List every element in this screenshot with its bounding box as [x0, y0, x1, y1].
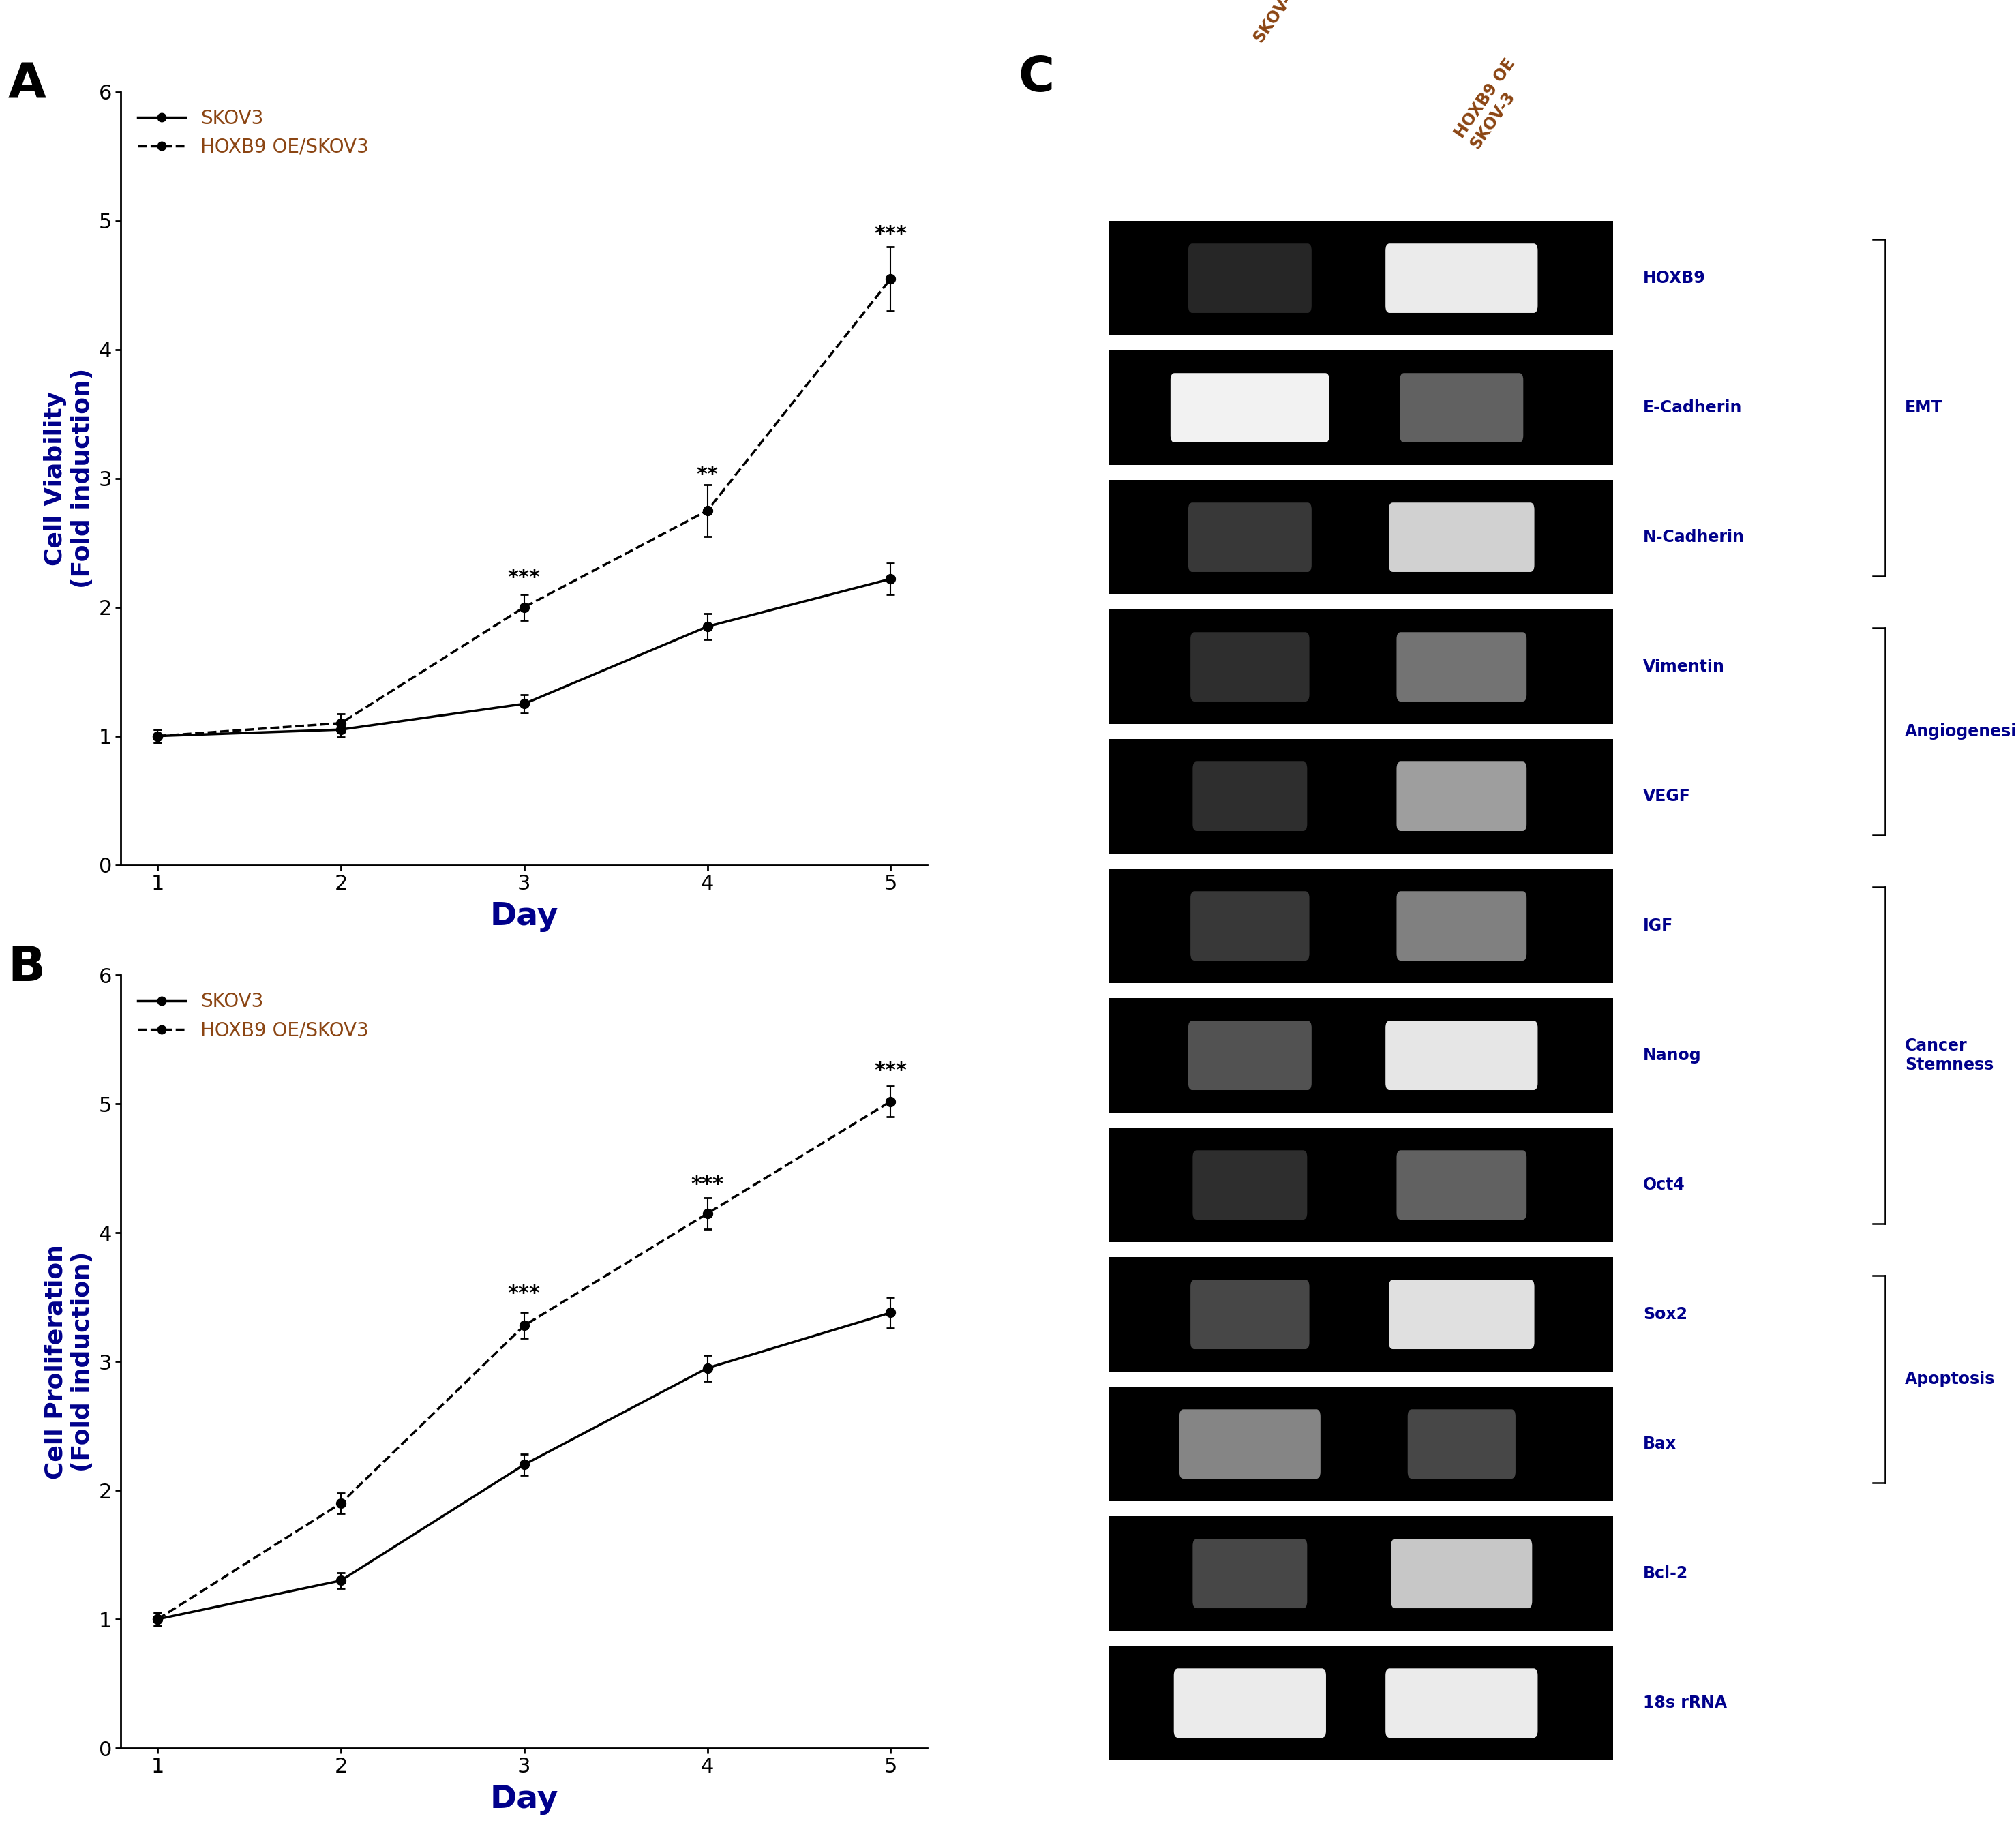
Text: Nanog: Nanog [1643, 1047, 1702, 1064]
Text: VEGF: VEGF [1643, 788, 1691, 804]
Text: ***: *** [508, 569, 540, 589]
Text: ***: *** [875, 224, 907, 245]
Text: Oct4: Oct4 [1643, 1178, 1685, 1192]
X-axis label: Day: Day [490, 902, 558, 931]
Text: Vimentin: Vimentin [1643, 659, 1726, 675]
FancyBboxPatch shape [1397, 1150, 1526, 1220]
Text: Cancer
Stemness: Cancer Stemness [1905, 1038, 1994, 1073]
FancyBboxPatch shape [1173, 1669, 1327, 1737]
FancyBboxPatch shape [1109, 868, 1613, 983]
Text: HOXB9 OE
SKOV-3: HOXB9 OE SKOV-3 [1452, 55, 1534, 151]
Text: B: B [8, 944, 46, 992]
Text: 18s rRNA: 18s rRNA [1643, 1695, 1728, 1711]
FancyBboxPatch shape [1109, 350, 1613, 466]
Text: ***: *** [508, 1284, 540, 1303]
FancyBboxPatch shape [1109, 997, 1613, 1113]
FancyBboxPatch shape [1389, 502, 1534, 572]
FancyBboxPatch shape [1109, 480, 1613, 594]
FancyBboxPatch shape [1193, 1150, 1306, 1220]
Text: ***: *** [691, 1174, 724, 1194]
Text: A: A [8, 61, 46, 109]
Y-axis label: Cell Viability
(Fold induction): Cell Viability (Fold induction) [44, 368, 95, 589]
FancyBboxPatch shape [1189, 1281, 1310, 1349]
FancyBboxPatch shape [1171, 374, 1329, 442]
FancyBboxPatch shape [1193, 762, 1306, 832]
FancyBboxPatch shape [1385, 1669, 1538, 1737]
FancyBboxPatch shape [1187, 502, 1312, 572]
FancyBboxPatch shape [1109, 1516, 1613, 1630]
FancyBboxPatch shape [1109, 740, 1613, 854]
Text: IGF: IGF [1643, 918, 1673, 935]
FancyBboxPatch shape [1189, 633, 1310, 701]
FancyBboxPatch shape [1109, 1257, 1613, 1373]
Text: EMT: EMT [1905, 399, 1943, 416]
FancyBboxPatch shape [1399, 374, 1524, 442]
Legend: SKOV3, HOXB9 OE/SKOV3: SKOV3, HOXB9 OE/SKOV3 [131, 101, 377, 164]
FancyBboxPatch shape [1189, 891, 1310, 960]
Text: Bcl-2: Bcl-2 [1643, 1566, 1687, 1582]
Legend: SKOV3, HOXB9 OE/SKOV3: SKOV3, HOXB9 OE/SKOV3 [131, 984, 377, 1047]
Text: Apoptosis: Apoptosis [1905, 1371, 1996, 1387]
FancyBboxPatch shape [1179, 1409, 1320, 1479]
FancyBboxPatch shape [1407, 1409, 1516, 1479]
FancyBboxPatch shape [1187, 243, 1312, 313]
FancyBboxPatch shape [1109, 609, 1613, 725]
Text: Angiogenesis: Angiogenesis [1905, 723, 2016, 740]
Text: E-Cadherin: E-Cadherin [1643, 399, 1742, 416]
FancyBboxPatch shape [1187, 1021, 1312, 1089]
Text: SKOV-3: SKOV-3 [1250, 0, 1300, 46]
Text: N-Cadherin: N-Cadherin [1643, 530, 1744, 545]
FancyBboxPatch shape [1385, 1021, 1538, 1089]
Text: C: C [1018, 55, 1054, 101]
Text: Bax: Bax [1643, 1435, 1677, 1452]
Text: HOXB9: HOXB9 [1643, 270, 1706, 287]
FancyBboxPatch shape [1193, 1538, 1306, 1608]
FancyBboxPatch shape [1109, 1387, 1613, 1501]
FancyBboxPatch shape [1391, 1538, 1532, 1608]
FancyBboxPatch shape [1397, 633, 1526, 701]
FancyBboxPatch shape [1109, 1128, 1613, 1242]
FancyBboxPatch shape [1397, 891, 1526, 960]
FancyBboxPatch shape [1397, 762, 1526, 832]
Text: **: ** [696, 466, 718, 486]
FancyBboxPatch shape [1389, 1281, 1534, 1349]
Text: ***: *** [875, 1062, 907, 1080]
Y-axis label: Cell Proliferation
(Fold induction): Cell Proliferation (Fold induction) [44, 1244, 95, 1479]
FancyBboxPatch shape [1109, 221, 1613, 335]
FancyBboxPatch shape [1385, 243, 1538, 313]
FancyBboxPatch shape [1109, 1645, 1613, 1761]
X-axis label: Day: Day [490, 1785, 558, 1814]
Text: Sox2: Sox2 [1643, 1306, 1687, 1323]
